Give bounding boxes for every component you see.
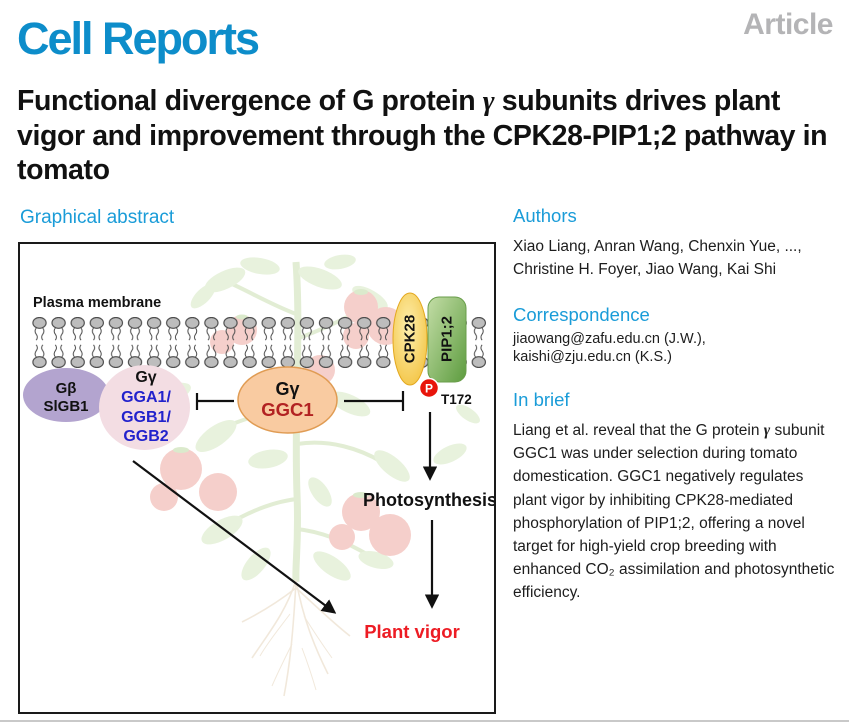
ggc1-title: Gγ (275, 379, 299, 399)
in-brief-heading: In brief (513, 389, 570, 410)
phosphorylation-badge (418, 377, 440, 399)
in-brief-gamma-symbol: γ (763, 422, 771, 439)
page-bottom-rule (0, 720, 849, 722)
ggamma-group-ellipse (99, 365, 190, 450)
inhibition-tbar-right-icon (344, 391, 405, 411)
article-type-label: Article (743, 8, 833, 41)
authors-names: Xiao Liang, Anran Wang, Chenxin Yue, ...… (513, 238, 802, 278)
graphical-abstract-svg: Plasma membrane Gβ SlGB1 Gγ GGA1/ GGB1/ … (23, 254, 494, 697)
plant-leaves (149, 254, 480, 581)
plasma-membrane-label: Plasma membrane (33, 295, 161, 311)
pip12-shape (427, 296, 467, 383)
graphical-abstract-heading: Graphical abstract (20, 207, 175, 228)
ggamma-group-title: Gγ (135, 369, 156, 386)
phospho-p-label: P (425, 382, 433, 396)
title-gamma-symbol: γ (482, 86, 495, 117)
photosynthesis-label: Photosynthesis (363, 490, 494, 510)
title-text-1: Functional divergence of G protein (17, 85, 483, 117)
correspondence-email-1[interactable]: jiaowang@zafu.edu.cn (J.W.), (513, 331, 706, 347)
cpk28-label: CPK28 (402, 315, 419, 363)
gbeta-gene-label: SlGB1 (43, 398, 88, 415)
gbeta-ellipse (23, 368, 109, 422)
cpk28-shape (392, 292, 428, 386)
inhibition-tbar-left-icon (195, 393, 234, 410)
paper-title: Functional divergence of G protein γ sub… (17, 84, 837, 187)
phospho-site-label: T172 (441, 392, 472, 407)
ggamma-member-ggb2: GGB2 (123, 428, 168, 445)
graphical-abstract-figure: Plasma membrane Gβ SlGB1 Gγ GGA1/ GGB1/ … (18, 242, 496, 714)
plant-vigor-label: Plant vigor (364, 621, 460, 642)
correspondence-email-2[interactable]: kaishi@zju.edu.cn (K.S.) (513, 349, 672, 365)
arrow-diagonal-plant-vigor-icon (132, 460, 337, 614)
journal-logo: Cell Reports (17, 13, 260, 64)
ggc1-ellipse (237, 366, 338, 434)
ggamma-member-gga1: GGA1/ (121, 389, 171, 406)
ggc1-name: GGC1 (261, 399, 313, 420)
title-text-2: subunits drives plant vigor and improvem… (17, 85, 828, 186)
authors-heading: Authors (513, 205, 577, 226)
in-brief-text-1: Liang et al. reveal that the G protein (513, 422, 764, 439)
pip12-label: PIP1;2 (439, 316, 456, 362)
gbeta-label: Gβ (56, 380, 77, 397)
ggamma-member-ggb1: GGB1/ (121, 409, 171, 426)
plant-roots (241, 579, 351, 697)
in-brief-text: Liang et al. reveal that the G protein γ… (513, 419, 839, 605)
correspondence-heading: Correspondence (513, 304, 650, 325)
in-brief-text-2: subunit GGC1 was under selection during … (513, 422, 835, 602)
